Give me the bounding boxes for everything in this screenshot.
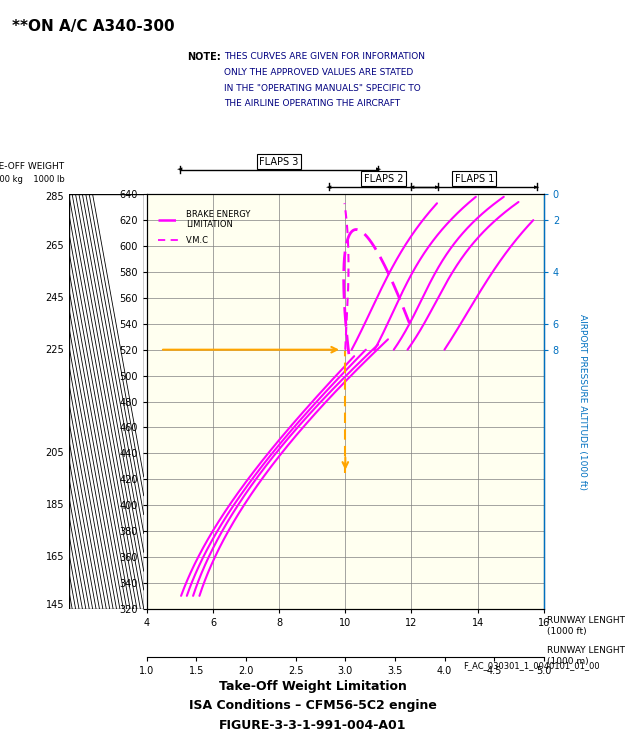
Text: 245: 245 <box>46 293 64 303</box>
Y-axis label: AIRPORT PRESSURE ALTITUDE (1000 ft): AIRPORT PRESSURE ALTITUDE (1000 ft) <box>579 314 587 489</box>
Text: 185: 185 <box>46 500 64 510</box>
Text: 1000 kg    1000 lb: 1000 kg 1000 lb <box>0 175 64 184</box>
Text: FIGURE-3-3-1-991-004-A01: FIGURE-3-3-1-991-004-A01 <box>219 719 406 731</box>
Text: FLAPS 3: FLAPS 3 <box>259 157 299 167</box>
Text: 265: 265 <box>46 241 64 251</box>
Text: RUNWAY LENGHT
(1000 m): RUNWAY LENGHT (1000 m) <box>547 646 625 666</box>
Text: IN THE "OPERATING MANUALS" SPECIFIC TO: IN THE "OPERATING MANUALS" SPECIFIC TO <box>224 84 421 93</box>
Text: ISA Conditions – CFM56-5C2 engine: ISA Conditions – CFM56-5C2 engine <box>189 699 436 712</box>
Text: Take-Off Weight Limitation: Take-Off Weight Limitation <box>219 680 406 692</box>
Text: RUNWAY LENGHT
(1000 ft): RUNWAY LENGHT (1000 ft) <box>547 616 625 636</box>
Text: F_AC_030301_1_0040101_01_00: F_AC_030301_1_0040101_01_00 <box>463 661 600 670</box>
Text: FLAPS 2: FLAPS 2 <box>364 174 403 184</box>
Text: 225: 225 <box>46 344 64 355</box>
Text: 205: 205 <box>46 448 64 459</box>
Text: 285: 285 <box>46 192 64 202</box>
Text: THE AIRLINE OPERATING THE AIRCRAFT: THE AIRLINE OPERATING THE AIRCRAFT <box>224 99 400 108</box>
Text: ►: ► <box>376 167 381 173</box>
Text: NOTE:: NOTE: <box>188 52 221 62</box>
Text: ◄: ◄ <box>409 184 414 190</box>
Text: **ON A/C A340-300: **ON A/C A340-300 <box>12 19 175 34</box>
Text: ◄: ◄ <box>326 184 331 190</box>
Text: ►: ► <box>435 184 441 190</box>
Text: 145: 145 <box>46 600 64 610</box>
Text: THES CURVES ARE GIVEN FOR INFORMATION: THES CURVES ARE GIVEN FOR INFORMATION <box>224 52 425 61</box>
Text: ◄: ◄ <box>177 167 182 173</box>
Text: ONLY THE APPROVED VALUES ARE STATED: ONLY THE APPROVED VALUES ARE STATED <box>224 68 413 77</box>
Legend: BRAKE ENERGY
LIMITATION, V.M.C: BRAKE ENERGY LIMITATION, V.M.C <box>155 207 254 249</box>
Text: FLAPS 1: FLAPS 1 <box>454 174 494 184</box>
Text: ►: ► <box>534 184 540 190</box>
Text: 165: 165 <box>46 552 64 562</box>
Text: TAKE-OFF WEIGHT: TAKE-OFF WEIGHT <box>0 162 64 171</box>
